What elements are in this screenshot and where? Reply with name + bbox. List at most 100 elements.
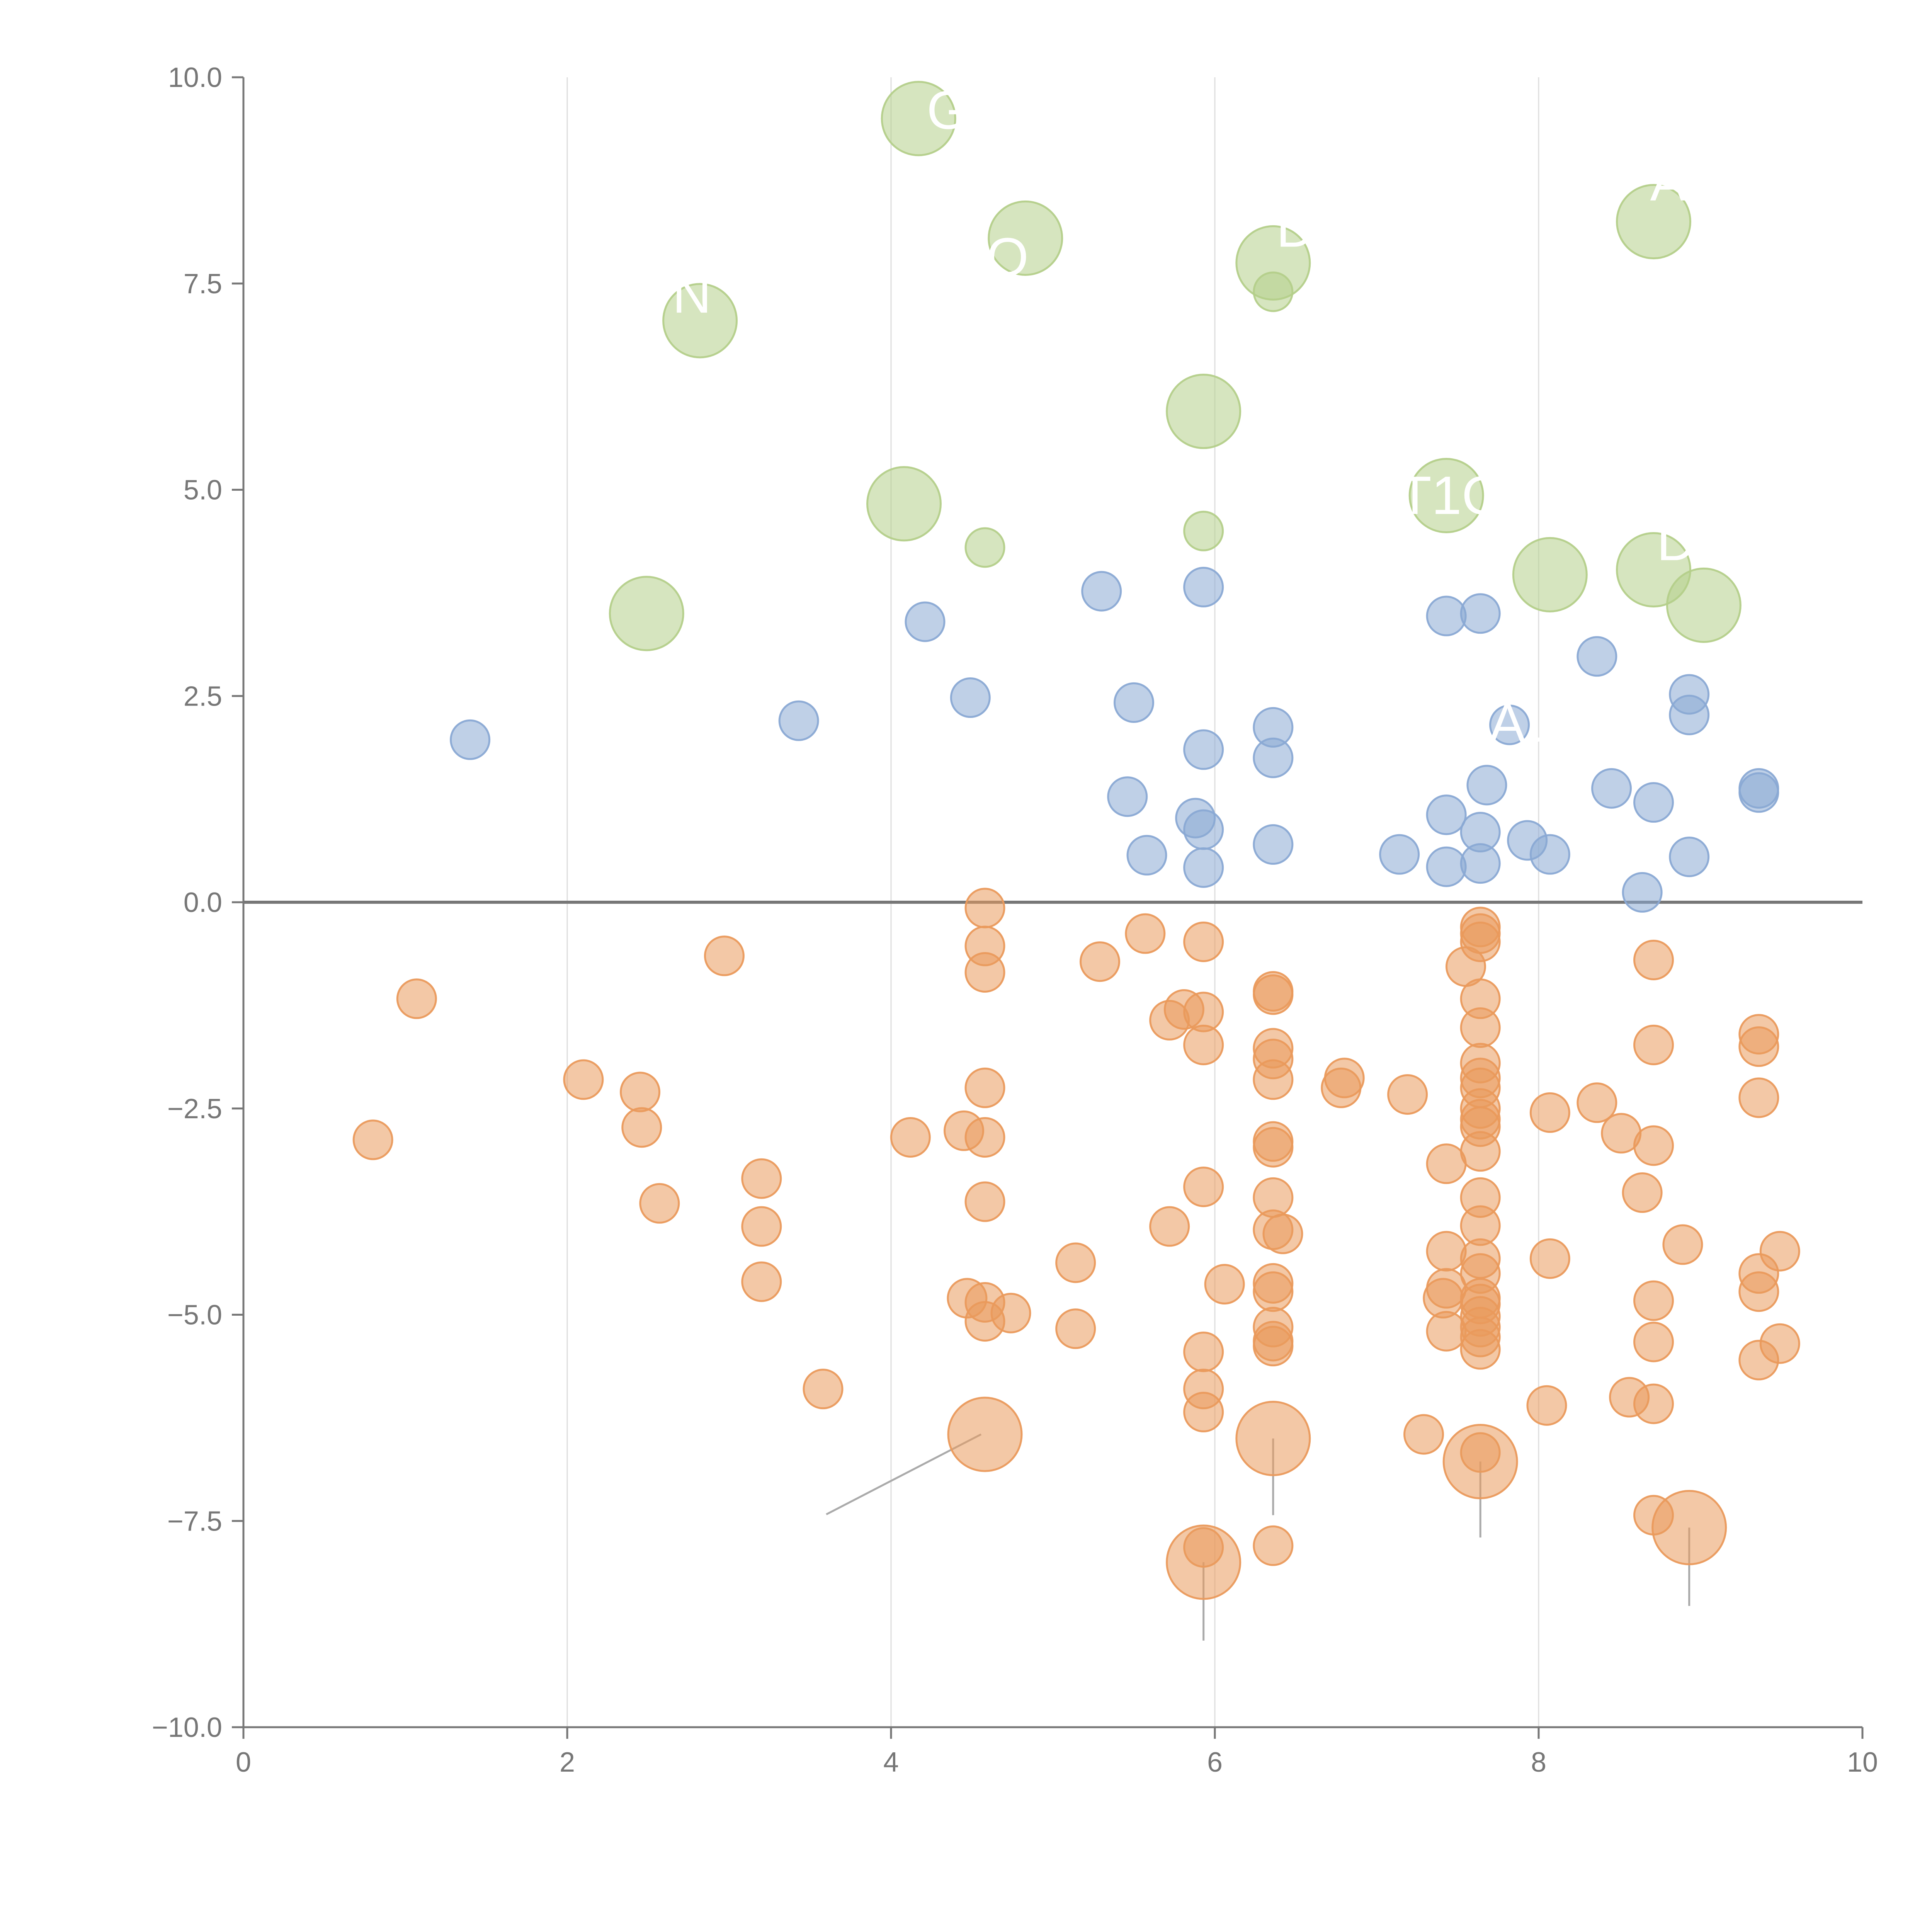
data-point [1738, 1077, 1779, 1118]
data-point [866, 466, 942, 542]
data-point [1149, 1206, 1190, 1247]
data-point [1460, 1007, 1501, 1048]
x-tick-label: 6 [1207, 1747, 1223, 1778]
data-point [704, 935, 745, 976]
data-point [1633, 782, 1674, 823]
data-point [1126, 835, 1167, 876]
data-point [1253, 1525, 1294, 1566]
point-label: D [1657, 511, 1696, 572]
data-points [352, 81, 1800, 1641]
data-point [964, 1181, 1005, 1222]
y-tick-label: 0.0 [184, 887, 222, 918]
data-point [964, 527, 1005, 568]
data-point [947, 1396, 1023, 1472]
data-point [1460, 593, 1501, 634]
data-point [741, 1261, 782, 1302]
data-point [1080, 941, 1121, 982]
data-point [778, 700, 819, 741]
data-point [1387, 1074, 1428, 1115]
data-point [1460, 1329, 1501, 1370]
data-point [1633, 1280, 1674, 1321]
data-point [450, 719, 491, 760]
data-point [881, 81, 956, 156]
data-point [1622, 1172, 1663, 1213]
data-point [964, 952, 1005, 993]
point-label: O [986, 226, 1029, 287]
data-point [1183, 729, 1224, 770]
data-point [803, 1369, 844, 1410]
data-point [1633, 1125, 1674, 1166]
y-tick-label: −5.0 [167, 1300, 222, 1331]
data-point [1262, 1213, 1303, 1254]
data-point [1577, 1082, 1617, 1123]
data-point [1512, 537, 1588, 612]
data-point [1426, 1143, 1467, 1184]
data-point [1591, 768, 1632, 809]
data-point [1253, 1326, 1294, 1367]
data-point [905, 601, 946, 642]
data-point [1442, 1424, 1518, 1500]
point-label: N [672, 264, 711, 324]
data-point [1253, 1271, 1294, 1312]
data-point [1183, 1332, 1224, 1372]
data-point [1669, 837, 1710, 878]
data-point [1526, 1385, 1567, 1426]
data-point [1379, 834, 1420, 875]
y-tick-label: 5.0 [184, 475, 222, 506]
data-point [1253, 974, 1294, 1015]
y-tick-label: 2.5 [184, 681, 222, 712]
data-point [1426, 794, 1467, 835]
x-tick-label: 10 [1847, 1747, 1878, 1778]
y-tick-label: −10.0 [152, 1712, 222, 1743]
data-point [1633, 1321, 1674, 1362]
data-point [1081, 571, 1122, 612]
data-point [1738, 1026, 1779, 1067]
data-point [621, 1107, 662, 1148]
y-tick-label: 7.5 [184, 269, 222, 299]
data-point [1166, 1524, 1242, 1600]
data-point [1633, 1024, 1674, 1065]
point-label: AL [1489, 692, 1555, 753]
data-point [988, 200, 1063, 276]
data-point [1529, 1092, 1570, 1133]
data-point [620, 1071, 661, 1112]
point-labels: G O D T1C AL D A N [672, 80, 1696, 753]
data-point [352, 1119, 393, 1160]
data-point [1253, 1127, 1294, 1168]
data-point [1669, 694, 1710, 735]
data-point [1460, 1131, 1501, 1172]
data-point [1107, 776, 1148, 817]
data-point [1183, 1024, 1224, 1065]
data-point [1253, 737, 1294, 778]
data-point [1426, 1311, 1467, 1352]
data-point [1204, 1264, 1245, 1305]
data-point [396, 978, 437, 1019]
data-point [1183, 510, 1224, 551]
data-point [890, 1117, 931, 1158]
data-point [1759, 1231, 1800, 1272]
data-point [1125, 913, 1166, 954]
data-point [964, 1117, 1005, 1158]
data-point [741, 1206, 782, 1247]
data-point [1253, 1059, 1294, 1100]
data-point [1253, 271, 1294, 312]
data-point [1622, 872, 1663, 913]
series-green [609, 81, 1742, 651]
data-point [1324, 1058, 1365, 1099]
data-point [964, 1067, 1005, 1108]
data-point [1183, 566, 1224, 607]
data-point [1114, 682, 1154, 723]
data-point [1666, 567, 1742, 643]
data-point [1055, 1308, 1096, 1349]
data-point [639, 1183, 680, 1224]
data-point [1183, 1167, 1224, 1208]
data-point [1529, 1238, 1570, 1279]
data-point [964, 888, 1005, 929]
x-tick-label: 4 [883, 1747, 899, 1778]
data-point [990, 1293, 1031, 1333]
series-blue [450, 566, 1779, 913]
x-tick-label: 8 [1531, 1747, 1546, 1778]
data-point [1466, 765, 1507, 806]
data-point [1235, 1401, 1311, 1476]
